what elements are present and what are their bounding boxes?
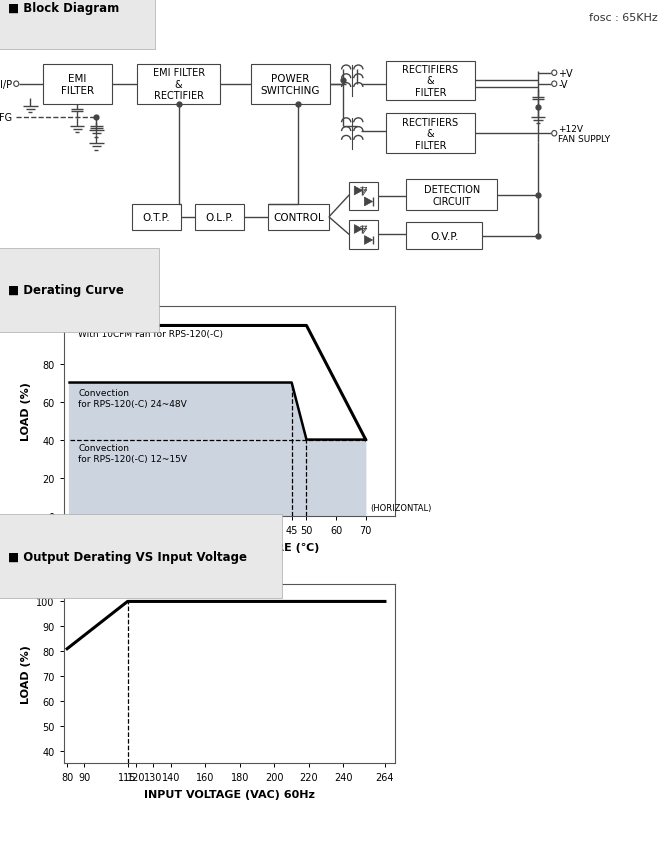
Text: Convection
for RPS-120(-C) 12~15V: Convection for RPS-120(-C) 12~15V <box>78 444 188 463</box>
Text: O.T.P.: O.T.P. <box>143 212 170 223</box>
Polygon shape <box>354 187 362 195</box>
Bar <box>268 205 329 231</box>
Y-axis label: LOAD (%): LOAD (%) <box>21 645 31 703</box>
Bar <box>137 65 220 104</box>
Text: I/P: I/P <box>0 79 12 90</box>
Bar <box>195 205 244 231</box>
Y-axis label: LOAD (%): LOAD (%) <box>21 382 31 441</box>
Bar <box>132 205 181 231</box>
Text: FG: FG <box>0 113 12 123</box>
Bar <box>386 61 475 102</box>
Bar <box>349 183 378 211</box>
Text: POWER
SWITCHING: POWER SWITCHING <box>261 74 320 96</box>
Text: -V: -V <box>558 79 568 90</box>
X-axis label: INPUT VOLTAGE (VAC) 60Hz: INPUT VOLTAGE (VAC) 60Hz <box>144 789 315 799</box>
Text: With 10CFM Fan for RPS-120(-C): With 10CFM Fan for RPS-120(-C) <box>78 330 224 339</box>
Text: ■ Block Diagram: ■ Block Diagram <box>8 2 119 15</box>
X-axis label: AMBIENT TEMPERATURE (℃): AMBIENT TEMPERATURE (℃) <box>140 542 319 552</box>
Text: DETECTION
CIRCUIT: DETECTION CIRCUIT <box>423 185 480 206</box>
Bar <box>349 221 378 249</box>
Polygon shape <box>364 198 373 206</box>
Text: RECTIFIERS
&
FILTER: RECTIFIERS & FILTER <box>403 65 458 98</box>
Bar <box>406 223 482 249</box>
Text: EMI
FILTER: EMI FILTER <box>60 74 94 96</box>
Bar <box>386 114 475 154</box>
Text: RECTIFIERS
&
FILTER: RECTIFIERS & FILTER <box>403 118 458 151</box>
Bar <box>251 65 330 104</box>
Text: O.V.P.: O.V.P. <box>430 231 458 241</box>
Text: O.L.P.: O.L.P. <box>205 212 233 223</box>
Text: EMI FILTER
&
RECTIFIER: EMI FILTER & RECTIFIER <box>153 68 205 102</box>
Polygon shape <box>354 225 362 234</box>
Text: ■ Derating Curve: ■ Derating Curve <box>8 284 124 297</box>
Bar <box>406 180 497 211</box>
Text: fosc : 65KHz: fosc : 65KHz <box>589 13 658 23</box>
Text: +12V
FAN SUPPLY: +12V FAN SUPPLY <box>558 125 610 144</box>
Text: CONTROL: CONTROL <box>273 212 324 223</box>
Bar <box>43 65 112 104</box>
Polygon shape <box>364 236 373 245</box>
Text: ■ Output Derating VS Input Voltage: ■ Output Derating VS Input Voltage <box>8 550 247 563</box>
Text: Convection
for RPS-120(-C) 24~48V: Convection for RPS-120(-C) 24~48V <box>78 389 187 408</box>
Text: +V: +V <box>558 68 573 78</box>
Text: (HORIZONTAL): (HORIZONTAL) <box>370 503 431 513</box>
Polygon shape <box>70 383 366 516</box>
